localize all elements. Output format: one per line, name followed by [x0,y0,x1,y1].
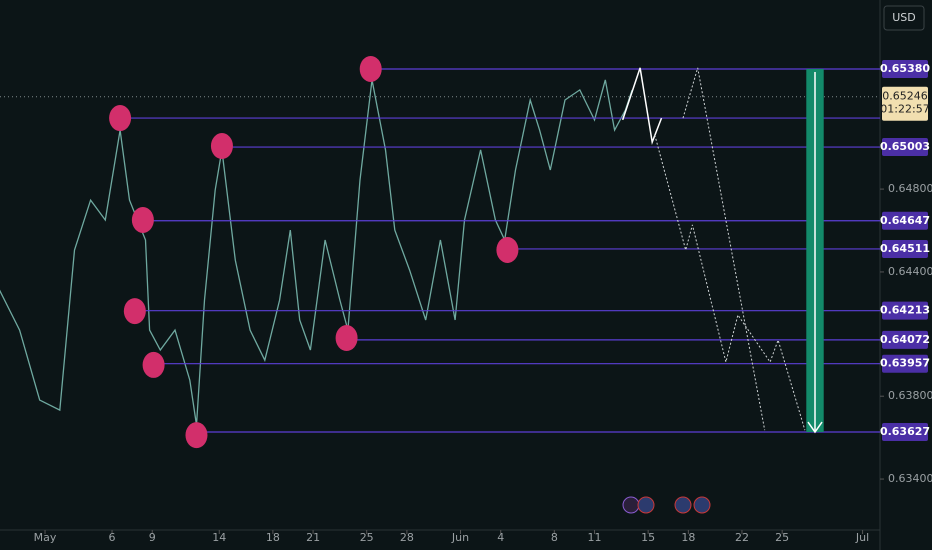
event-icon[interactable] [637,496,655,514]
pivot-marker [142,351,165,378]
event-icon[interactable] [693,496,711,514]
level-label: 0.64647 [880,214,930,227]
pivot-marker [496,236,519,263]
target-arrowhead [807,421,823,434]
x-tick-label: 28 [400,531,414,544]
x-tick-label: 8 [551,531,558,544]
level-label-box [882,211,928,230]
x-tick-label: Jul [855,531,869,544]
level-label-box [882,423,928,442]
projection-dotted [682,67,766,431]
y-tick-label: 0.63400 [888,472,932,485]
level-label-box [882,330,928,349]
y-tick-label: 0.63800 [888,389,932,402]
level-label: 0.65380 [880,62,930,75]
y-tick-label: 0.64800 [888,182,932,195]
level-label: 0.64072 [880,333,930,346]
countdown: 01:22:57 [880,103,929,116]
level-label-box [882,59,928,78]
x-tick-label: 18 [266,531,280,544]
pivot-marker [359,55,382,82]
x-tick-label: 21 [306,531,320,544]
event-icon[interactable] [674,496,692,514]
x-tick-label: 15 [641,531,655,544]
x-tick-label: 6 [109,531,116,544]
pivot-marker [109,105,132,132]
x-tick-label: 22 [735,531,749,544]
event-icon[interactable] [622,496,640,514]
level-label-box [882,239,928,258]
pivot-marker [210,133,233,160]
level-label: 0.63957 [880,357,930,370]
x-tick-label: 25 [775,531,789,544]
x-tick-label: 14 [212,531,226,544]
event-icons [622,496,711,514]
current-price-box [882,86,928,121]
current-price-label: 0.65246 [882,90,928,103]
x-tick-label: 4 [497,531,504,544]
projection-path [621,67,663,145]
level-label-box [882,354,928,373]
level-label-box [882,301,928,320]
x-tick-label: 11 [588,531,602,544]
level-label-box [882,138,928,157]
currency: USD [892,11,916,24]
x-tick-label: 18 [681,531,695,544]
level-label: 0.64213 [880,304,930,317]
x-tick-label: 9 [149,531,156,544]
x-tick-label: Jun [451,531,469,544]
currency-box[interactable] [883,5,925,31]
pivot-marker [123,298,146,325]
x-tick-label: 25 [360,531,374,544]
pivot-marker [131,206,154,233]
x-tick-label: May [34,531,57,544]
level-label: 0.63627 [880,425,930,438]
pivot-marker [335,325,358,352]
level-label: 0.65003 [880,140,930,153]
y-tick-label: 0.64400 [888,265,932,278]
pivot-marker [185,422,208,449]
level-label: 0.64511 [880,242,930,255]
